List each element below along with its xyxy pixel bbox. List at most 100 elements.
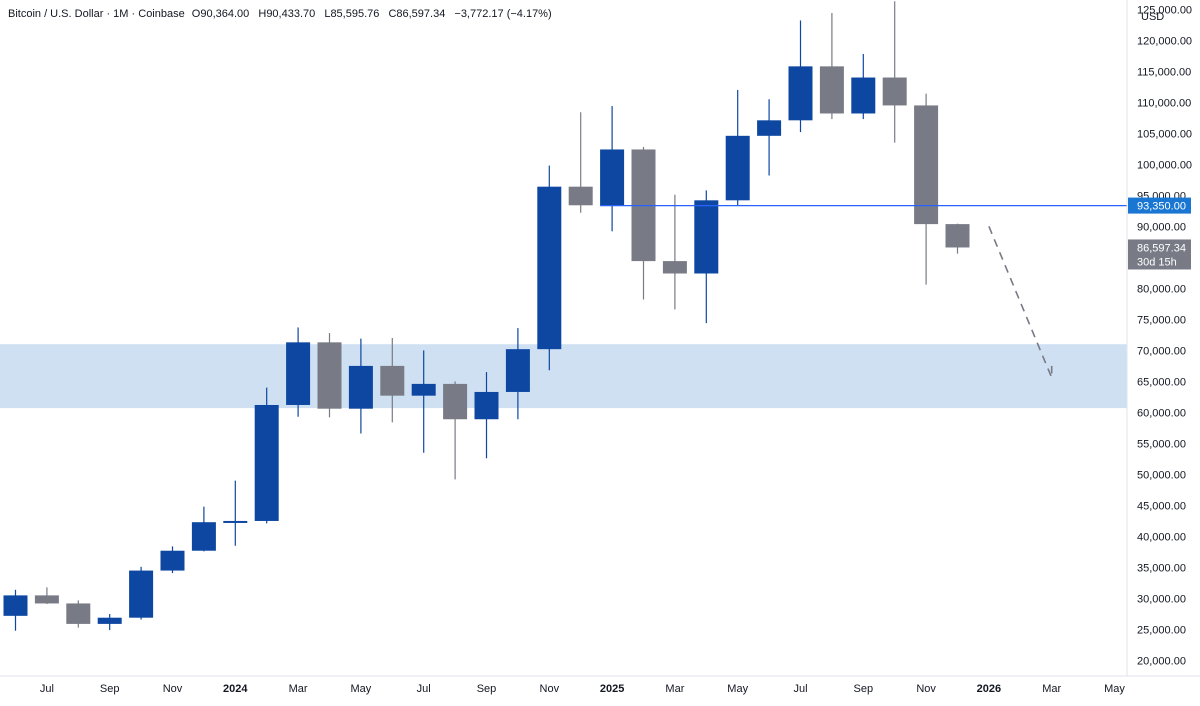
time-tick-label: Sep (100, 683, 120, 695)
candle-body[interactable] (537, 186, 562, 350)
candle-body[interactable] (725, 135, 750, 201)
candle[interactable] (129, 566, 154, 620)
time-tick-label: Nov (540, 683, 560, 695)
candle[interactable] (505, 328, 530, 420)
time-axis[interactable]: Jul Sep Nov 2024 Mar May Jul Sep Nov 2025 Mar May Ju… (40, 683, 1126, 695)
candle-body[interactable] (254, 404, 279, 521)
candle-body[interactable] (945, 224, 970, 248)
candle-body[interactable] (191, 522, 216, 551)
candle[interactable] (600, 106, 625, 232)
candle-body[interactable] (882, 77, 907, 106)
price-tick-label: 100,000.00 (1137, 159, 1192, 171)
candle-body[interactable] (851, 77, 876, 114)
price-tick-label: 20,000.00 (1137, 655, 1186, 667)
price-tick-label: 90,000.00 (1137, 221, 1186, 233)
time-tick-label: 2026 (977, 683, 1001, 695)
candle-body[interactable] (505, 349, 530, 392)
candle-body[interactable] (317, 342, 342, 409)
candle[interactable] (411, 350, 436, 453)
candle[interactable] (443, 381, 468, 480)
candle[interactable] (286, 327, 311, 417)
price-tick-label: 120,000.00 (1137, 35, 1192, 47)
price-tick-label: 45,000.00 (1137, 500, 1186, 512)
candle[interactable] (160, 546, 185, 574)
candle[interactable] (191, 506, 216, 552)
legend-separator: · (131, 8, 139, 20)
candle[interactable] (34, 587, 59, 605)
candle-body[interactable] (443, 383, 468, 420)
time-tick-label: May (1104, 683, 1125, 695)
candle-body[interactable] (348, 365, 373, 409)
candle[interactable] (819, 13, 844, 120)
candle[interactable] (725, 89, 750, 206)
candle-body[interactable] (819, 66, 844, 114)
time-tick-label: May (351, 683, 372, 695)
legend-separator: · (106, 8, 114, 20)
candle[interactable] (348, 338, 373, 434)
candle-body[interactable] (34, 595, 59, 604)
candle[interactable] (757, 99, 782, 176)
last-price-label-text: 86,597.34 (1137, 242, 1186, 254)
price-tick-label: 65,000.00 (1137, 376, 1186, 388)
candle[interactable] (380, 338, 405, 423)
candle-body[interactable] (474, 391, 499, 420)
candle[interactable] (662, 194, 687, 310)
candle-body[interactable] (380, 365, 405, 396)
candle[interactable] (537, 165, 562, 371)
candle[interactable] (851, 53, 876, 120)
hline-price-label[interactable]: 93,350.00 (1128, 197, 1191, 214)
open-label: O (191, 8, 201, 20)
candle[interactable] (631, 146, 656, 300)
candle-body[interactable] (757, 120, 782, 136)
candle-body[interactable] (694, 200, 719, 274)
candle-body[interactable] (3, 595, 28, 616)
support-zone[interactable] (0, 344, 1127, 409)
price-tick-label: 60,000.00 (1137, 407, 1186, 419)
last-price-label[interactable]: 86,597.34 30d 15h (1128, 239, 1191, 270)
time-tick-label: 2025 (600, 683, 624, 695)
candle-body[interactable] (286, 342, 311, 405)
price-tick-label: 70,000.00 (1137, 345, 1186, 357)
candle[interactable] (914, 93, 939, 285)
price-axis-background[interactable] (1127, 0, 1200, 701)
time-tick-label: Mar (665, 683, 684, 695)
candle[interactable] (474, 372, 499, 459)
candle-body[interactable] (66, 603, 91, 624)
low-label: L (324, 8, 331, 20)
candle[interactable] (97, 613, 122, 631)
symbol-name[interactable]: Bitcoin / U.S. Dollar (8, 8, 104, 20)
candle-body[interactable] (411, 383, 436, 396)
projection-path[interactable] (988, 226, 1053, 378)
candle-body[interactable] (662, 261, 687, 274)
last-price-label-background (1128, 239, 1191, 270)
price-tick-label: 35,000.00 (1137, 562, 1186, 574)
candle[interactable] (694, 190, 719, 324)
candle[interactable] (882, 1, 907, 143)
low-value: 85,595.76 (330, 8, 380, 20)
candle[interactable] (66, 600, 91, 628)
interval-label[interactable]: 1M (113, 8, 129, 20)
candle-body[interactable] (788, 66, 813, 121)
candle[interactable] (568, 112, 593, 213)
candle[interactable] (788, 20, 813, 133)
candle-body[interactable] (97, 617, 122, 624)
price-tick-label: 55,000.00 (1137, 438, 1186, 450)
price-tick-label: 30,000.00 (1137, 593, 1186, 605)
symbol-legend: Bitcoin / U.S. Dollar · 1M · Coinbase O9… (8, 8, 552, 20)
candle-body[interactable] (568, 186, 593, 206)
candle-body[interactable] (600, 149, 625, 206)
high-label: H (258, 8, 267, 20)
candle-body[interactable] (223, 520, 248, 523)
candle-body[interactable] (129, 570, 154, 618)
candle[interactable] (254, 387, 279, 524)
currency-label[interactable]: USD (1141, 11, 1164, 23)
candle[interactable] (3, 589, 28, 631)
candle[interactable] (223, 480, 248, 546)
open-value: 90,364.00 (200, 8, 250, 20)
candle-body[interactable] (914, 105, 939, 225)
candle[interactable] (945, 223, 970, 254)
candle[interactable] (317, 333, 342, 418)
candle-body[interactable] (160, 550, 185, 571)
